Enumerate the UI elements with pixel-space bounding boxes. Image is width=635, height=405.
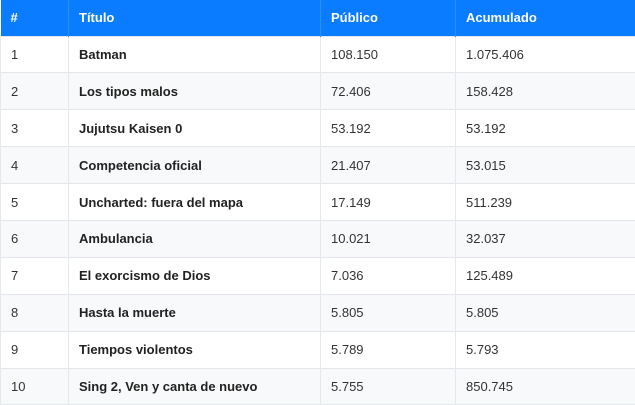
rank-cell: 4 — [0, 146, 69, 184]
header-public[interactable]: Público — [320, 0, 456, 36]
title-cell: Competencia oficial — [68, 146, 321, 184]
rank-cell: 5 — [0, 183, 69, 221]
rank-cell: 7 — [0, 256, 69, 295]
title-cell: Jujutsu Kaisen 0 — [68, 109, 321, 147]
table-row: 10 Sing 2, Ven y canta de nuevo 5.755 85… — [0, 367, 635, 405]
accumulated-cell: 1.075.406 — [455, 35, 635, 73]
rank-cell: 6 — [0, 219, 69, 258]
public-cell: 5.789 — [320, 330, 456, 369]
table-row: 7 El exorcismo de Dios 7.036 125.489 — [0, 256, 635, 295]
header-accumulated[interactable]: Acumulado — [466, 10, 537, 26]
title-cell: Sing 2, Ven y canta de nuevo — [68, 367, 321, 405]
rank-cell: 2 — [0, 72, 69, 110]
public-cell: 5.755 — [320, 367, 456, 405]
table-row: 1 Batman 108.150 1.075.406 — [0, 35, 635, 73]
table-row: 6 Ambulancia 10.021 32.037 — [0, 219, 635, 258]
public-cell: 21.407 — [320, 146, 456, 184]
table-header: # Título Público Acumulado — [0, 0, 635, 36]
rank-cell: 9 — [0, 330, 69, 369]
rank-cell: 1 — [0, 35, 69, 73]
title-cell: Uncharted: fuera del mapa — [68, 183, 321, 221]
accumulated-cell: 125.489 — [455, 256, 635, 295]
rank-cell: 3 — [0, 109, 69, 147]
table-row: 2 Los tipos malos 72.406 158.428 — [0, 72, 635, 110]
accumulated-cell: 5.805 — [455, 293, 635, 332]
title-cell: Batman — [68, 35, 321, 73]
header-rank[interactable]: # — [0, 0, 69, 36]
title-cell: Tiempos violentos — [68, 330, 321, 369]
public-cell: 5.805 — [320, 293, 456, 332]
public-cell: 108.150 — [320, 35, 456, 73]
title-cell: Ambulancia — [68, 219, 321, 258]
table-row: 5 Uncharted: fuera del mapa 17.149 511.2… — [0, 183, 635, 221]
title-cell: Hasta la muerte — [68, 293, 321, 332]
header-title[interactable]: Título — [68, 0, 321, 36]
header-row: # Título Público Acumulado — [0, 0, 635, 36]
accumulated-cell: 32.037 — [455, 219, 635, 258]
accumulated-cell: 850.745 — [455, 367, 635, 405]
public-cell: 7.036 — [320, 256, 456, 295]
table-body: 1 Batman 108.150 1.075.406 2 Los tipos m… — [0, 35, 635, 405]
table-row: 3 Jujutsu Kaisen 0 53.192 53.192 — [0, 109, 635, 147]
rank-cell: 8 — [0, 293, 69, 332]
table-row: 9 Tiempos violentos 5.789 5.793 — [0, 330, 635, 369]
accumulated-cell: 53.192 — [455, 109, 635, 147]
title-cell: Los tipos malos — [68, 72, 321, 110]
public-cell: 10.021 — [320, 219, 456, 258]
accumulated-cell: 511.239 — [455, 183, 635, 221]
title-cell: El exorcismo de Dios — [68, 256, 321, 295]
public-cell: 72.406 — [320, 72, 456, 110]
table-row: 8 Hasta la muerte 5.805 5.805 — [0, 293, 635, 332]
public-cell: 17.149 — [320, 183, 456, 221]
accumulated-cell: 158.428 — [455, 72, 635, 110]
public-cell: 53.192 — [320, 109, 456, 147]
accumulated-cell: 53.015 — [455, 146, 635, 184]
rank-cell: 10 — [0, 367, 69, 405]
accumulated-cell: 5.793 — [455, 330, 635, 369]
table-row: 4 Competencia oficial 21.407 53.015 — [0, 146, 635, 184]
